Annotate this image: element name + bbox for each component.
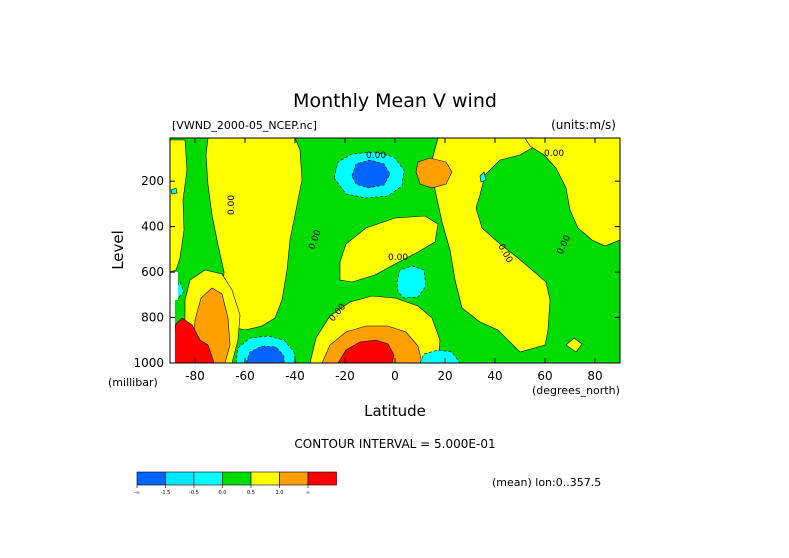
x-tick-label: -40 [285, 369, 305, 383]
legend-swatch [222, 471, 252, 486]
x-tick-label: 60 [537, 369, 552, 383]
legend-label: -0.5 [189, 490, 199, 496]
fill-blue-lower [245, 345, 285, 363]
fill-cyan-lower-right [419, 349, 461, 363]
contour-interval-text: CONTOUR INTERVAL = 5.000E-01 [294, 437, 495, 451]
fill-cyan-east-dot [479, 171, 487, 183]
fill-yellow-east [431, 138, 551, 353]
color-legend: -∞ -1.5 -0.5 0.0 0.5 1.0 ∞ [134, 471, 337, 496]
y-axis-label: Level [109, 230, 127, 270]
units-label: (units:m/s) [551, 118, 616, 132]
legend-label: 1.0 [276, 490, 284, 496]
legend-swatch [279, 471, 309, 486]
fill-blue-upper [351, 159, 391, 189]
mean-text: (mean) lon:0..357.5 [492, 476, 601, 489]
x-tick-label: 80 [587, 369, 602, 383]
x-axis: -80 -60 -40 -20 0 20 40 60 80 [185, 138, 603, 383]
legend-swatch [136, 471, 166, 486]
y-axis-units: (millibar) [108, 376, 158, 389]
fill-yellow-tropics [339, 215, 439, 283]
x-tick-label: -20 [335, 369, 355, 383]
fill-cyan-mid [396, 265, 427, 299]
x-tick-label: 0 [391, 369, 399, 383]
x-axis-units: (degrees_north) [532, 384, 620, 397]
legend-label: -∞ [134, 490, 140, 496]
fill-orange-upper [415, 157, 453, 189]
y-tick-label: 400 [141, 220, 164, 234]
y-tick-label: 800 [141, 311, 164, 325]
fill-yellow-lower-right-dot [565, 337, 583, 353]
x-tick-label: -80 [185, 369, 205, 383]
fill-red-lower [337, 339, 395, 363]
legend-swatch [165, 471, 195, 486]
legend-label: 0.0 [219, 490, 227, 496]
legend-label: ∞ [306, 490, 310, 496]
y-tick-label: 200 [141, 174, 164, 188]
y-tick-label: 600 [141, 265, 164, 279]
contour-label: 0.00 [366, 151, 386, 161]
contour-label: 0.00 [544, 149, 564, 159]
fill-red-south [173, 317, 215, 363]
legend-swatch [250, 471, 280, 486]
dataset-label: [VWND_2000-05_NCEP.nc] [172, 119, 317, 132]
fill-yellow-west [205, 138, 303, 331]
contour-label: 0.00 [388, 253, 408, 263]
x-tick-label: 20 [437, 369, 452, 383]
legend-label: -1.5 [161, 490, 171, 496]
x-axis-label: Latitude [364, 402, 426, 420]
contour-label: 0.00 [227, 195, 237, 215]
x-tick-label: -60 [235, 369, 255, 383]
fill-yellow-south [170, 139, 188, 273]
legend-swatch [193, 471, 223, 486]
y-tick-label: 1000 [133, 356, 164, 370]
legend-swatch [307, 471, 337, 486]
chart-title: Monthly Mean V wind [293, 90, 497, 112]
y-axis: 200 400 600 800 1000 [133, 174, 620, 370]
fill-yellow-upper-right [524, 138, 620, 247]
x-tick-label: 40 [487, 369, 502, 383]
plot-area: 0.00 0.00 0.00 0.00 0.00 0.00 0.00 0.00 [170, 138, 620, 363]
legend-label: 0.5 [247, 490, 255, 496]
fill-cyan-south-dot [170, 187, 178, 195]
